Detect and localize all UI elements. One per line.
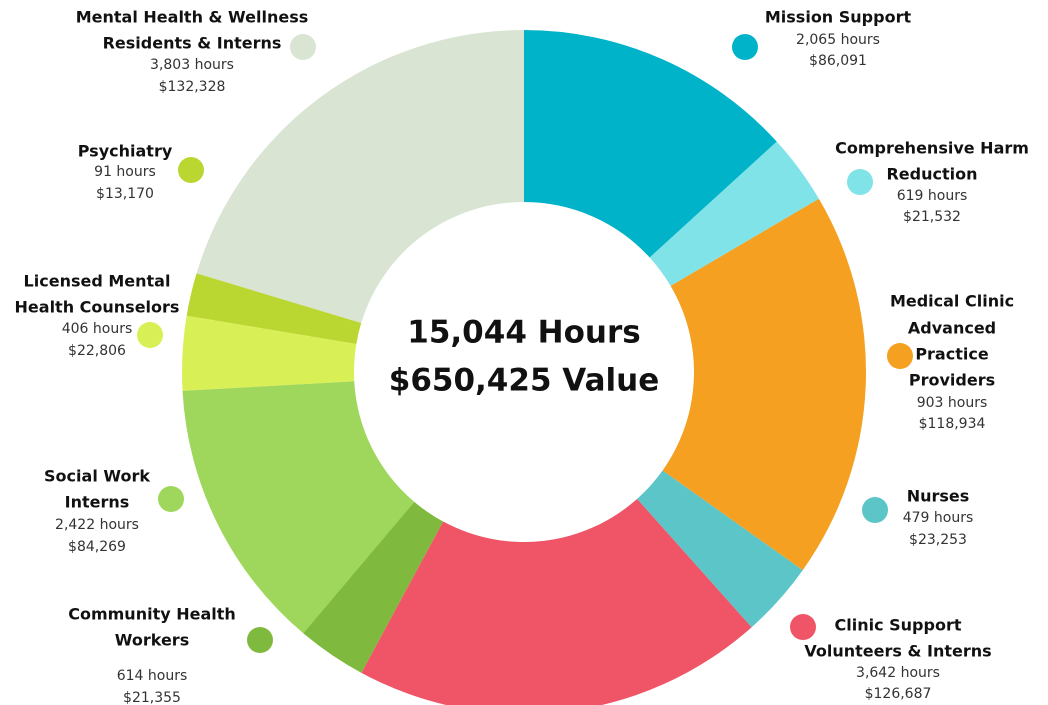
legend-label: Providers <box>909 371 995 390</box>
hours-label: 2,422 hours <box>55 517 139 533</box>
legend-label: Social Work <box>44 467 150 486</box>
donut-segment <box>662 198 866 571</box>
legend-label: Workers <box>115 631 189 650</box>
hours-label: 3,642 hours <box>856 665 940 681</box>
hours-label: 91 hours <box>94 164 156 180</box>
value-label: $86,091 <box>809 53 867 69</box>
donut-segment <box>182 315 357 391</box>
donut-segment <box>649 141 819 286</box>
legend-dot <box>137 322 163 348</box>
legend-label: Practice <box>915 345 989 364</box>
legend-dot <box>732 34 758 60</box>
legend-label: Comprehensive Harm <box>835 139 1029 158</box>
legend-dot <box>178 157 204 183</box>
value-label: $21,355 <box>123 690 181 705</box>
hours-label: 479 hours <box>903 510 974 526</box>
value-label: $118,934 <box>919 416 986 432</box>
legend-label: Interns <box>65 493 130 512</box>
legend-label: Reduction <box>886 165 977 184</box>
value-label: $21,532 <box>903 209 961 225</box>
value-label: $126,687 <box>865 686 932 702</box>
legend-dot <box>862 497 888 523</box>
donut-segment <box>637 470 803 628</box>
legend-label: Community Health <box>68 605 236 624</box>
legend-label: Psychiatry <box>78 142 173 161</box>
legend-dot <box>158 486 184 512</box>
donut-segment <box>524 30 777 258</box>
hours-label: 406 hours <box>62 321 133 337</box>
donut-segment <box>182 381 415 634</box>
legend-label: Licensed Mental <box>24 272 171 291</box>
hours-label: 3,803 hours <box>150 57 234 73</box>
legend-label: Health Counselors <box>15 298 180 317</box>
legend-label: Nurses <box>907 487 970 506</box>
hours-label: 903 hours <box>917 395 988 411</box>
value-label: $84,269 <box>68 539 126 555</box>
legend-label: Volunteers & Interns <box>804 642 991 661</box>
legend-dot <box>790 614 816 640</box>
legend-dot <box>247 627 273 653</box>
hours-label: 619 hours <box>897 188 968 204</box>
center-label: 15,044 Hours <box>407 315 640 351</box>
hours-label: 614 hours <box>117 668 188 684</box>
legend-label: Mental Health & Wellness <box>76 8 309 27</box>
value-label: $23,253 <box>909 532 967 548</box>
legend-dot <box>847 169 873 195</box>
value-label: $22,806 <box>68 343 126 359</box>
donut-segment <box>361 498 752 705</box>
legend-dot <box>290 34 316 60</box>
hours-label: 2,065 hours <box>796 32 880 48</box>
legend-dot <box>887 343 913 369</box>
value-label: $132,328 <box>159 79 226 95</box>
legend-label: Clinic Support <box>835 616 962 635</box>
center-label: $650,425 Value <box>389 363 660 399</box>
donut-segment <box>303 501 444 673</box>
legend-label: Advanced <box>908 319 996 338</box>
legend-label: Medical Clinic <box>890 292 1014 311</box>
donut-segment <box>186 273 362 345</box>
value-label: $13,170 <box>96 186 154 202</box>
donut-segment <box>196 29 525 323</box>
legend-label: Mission Support <box>765 8 912 27</box>
legend-label: Residents & Interns <box>103 34 282 53</box>
